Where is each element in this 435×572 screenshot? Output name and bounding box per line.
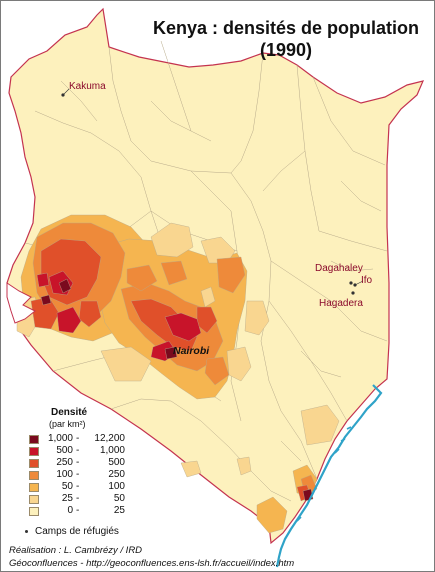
legend-high: 100: [108, 481, 125, 492]
legend-high: 25: [113, 505, 125, 516]
camp-legend-label: Camps de réfugiés: [35, 526, 119, 537]
legend-swatch: [29, 459, 39, 468]
legend-swatch: [29, 471, 39, 480]
legend-swatch: [29, 507, 39, 516]
credit-source: Géoconfluences - http://geoconfluences.e…: [9, 558, 295, 569]
place-label-kakuma: Kakuma: [69, 81, 106, 92]
camp-markers: [61, 88, 364, 295]
legend-dash: -: [76, 445, 80, 456]
legend-low: 1,000: [47, 433, 73, 444]
density-patches: [16, 214, 340, 534]
map-title: Kenya : densités de population: [152, 18, 420, 38]
legend-dash: -: [76, 433, 80, 444]
legend-dash: -: [76, 505, 80, 516]
ocean-coastline: [275, 384, 383, 568]
legend-high: 12,200: [94, 433, 125, 444]
legend-swatch: [29, 447, 39, 456]
legend-high: 1,000: [99, 445, 125, 456]
legend-dash: -: [76, 469, 80, 480]
map-subtitle-year: (1990): [259, 40, 313, 60]
legend-swatch: [29, 495, 39, 504]
legend-high: 250: [108, 469, 125, 480]
legend-low: 25: [61, 493, 73, 504]
legend-low: 50: [61, 481, 73, 492]
legend-high: 50: [113, 493, 125, 504]
camp-dot-icon-hagadera: [351, 291, 355, 295]
legend-low: 250: [56, 457, 73, 468]
legend-swatch: [29, 435, 39, 444]
camp-dot-icon: [25, 530, 28, 533]
legend-dash: -: [76, 481, 80, 492]
legend-unit: (par km²): [49, 419, 86, 429]
legend-low: 500: [56, 445, 73, 456]
credit-author: Réalisation : L. Cambrézy / IRD: [9, 545, 143, 556]
legend-title: Densité: [51, 407, 88, 418]
place-label-ifo: Ifo: [361, 275, 373, 286]
legend-dash: -: [76, 457, 80, 468]
ocean-coastline-islands: [296, 426, 352, 522]
place-label-dagahaley: Dagahaley: [315, 263, 363, 274]
legend-high: 500: [108, 457, 125, 468]
lake-victoria: [6, 282, 36, 324]
place-label-nairobi: Nairobi: [173, 345, 210, 357]
legend-low: 100: [56, 469, 73, 480]
legend-swatch: [29, 483, 39, 492]
legend-dash: -: [76, 493, 80, 504]
camp-dot-icon-dagahaley: [349, 281, 353, 285]
place-label-hagadera: Hagadera: [319, 298, 363, 309]
legend-low: 0: [67, 505, 73, 516]
